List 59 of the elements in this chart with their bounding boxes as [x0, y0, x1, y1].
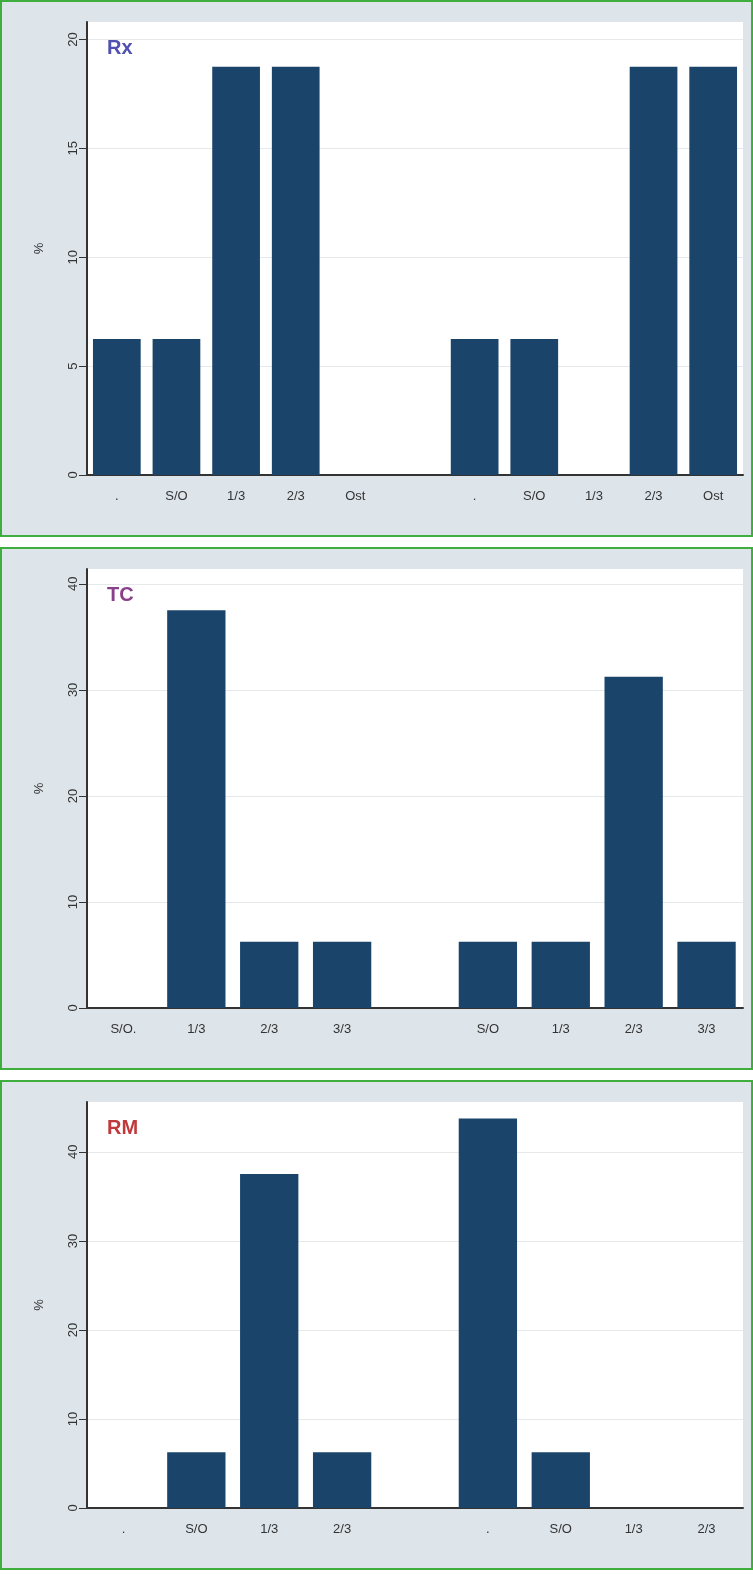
bar [531, 941, 590, 1008]
x-tick-label: S/O [523, 488, 546, 503]
x-tick-label: . [121, 1521, 126, 1536]
y-tick-label: 5 [65, 362, 80, 370]
bar [240, 1174, 299, 1508]
x-tick-label: 3/3 [333, 1021, 352, 1036]
bar [312, 1452, 372, 1508]
bar [677, 941, 736, 1008]
x-tick-label: 2/3 [644, 488, 663, 503]
y-tick-label: 40 [65, 1144, 80, 1160]
x-tick-label: 2/3 [333, 1521, 352, 1536]
y-tick-label: 0 [65, 1504, 80, 1512]
y-tick-label: 30 [65, 682, 80, 698]
y-axis-title: % [31, 242, 46, 255]
y-axis-title: % [31, 1298, 46, 1311]
x-tick-label: 1/3 [260, 1521, 279, 1536]
bar [167, 610, 226, 1008]
x-tick-label: S/O. [110, 1021, 137, 1036]
text: TC [107, 583, 134, 605]
x-tick-label: 1/3 [624, 1521, 643, 1536]
x-tick-label: S/O [476, 1021, 500, 1036]
bar [167, 1452, 226, 1508]
y-tick-label: 40 [65, 576, 80, 592]
bar [312, 941, 372, 1008]
y-axis-title: % [31, 782, 46, 795]
bar [458, 941, 518, 1008]
y-tick-label: 20 [65, 788, 80, 804]
x-tick-label: 1/3 [551, 1021, 570, 1036]
y-tick-label: 20 [65, 32, 80, 47]
text: Rx [107, 36, 133, 58]
x-tick-label: 2/3 [260, 1021, 279, 1036]
bar [604, 676, 663, 1008]
y-tick-label: 30 [65, 1233, 80, 1249]
x-tick-label: 2/3 [286, 488, 305, 503]
x-tick-label: Ost [345, 488, 366, 503]
x-tick-label: . [486, 1521, 490, 1536]
y-tick-label: 10 [65, 894, 80, 910]
bar [458, 1118, 518, 1508]
y-tick-label: 0 [65, 1004, 80, 1012]
y-tick-label: 20 [65, 1322, 80, 1338]
bar [531, 1452, 590, 1508]
bar [240, 941, 299, 1008]
x-tick-label: 2/3 [697, 1521, 716, 1536]
text: RM [107, 1116, 139, 1138]
x-tick-label: . [115, 488, 119, 503]
y-tick-label: 15 [65, 141, 80, 156]
x-tick-label: S/O [185, 1521, 208, 1536]
y-tick-label: 10 [65, 1411, 80, 1427]
x-tick-label: 3/3 [697, 1021, 716, 1036]
x-tick-label: S/O [549, 1521, 572, 1536]
x-tick-label: 1/3 [187, 1021, 206, 1036]
x-tick-label: 1/3 [584, 488, 603, 503]
x-tick-label: S/O [165, 488, 188, 503]
y-tick-label: 0 [65, 471, 80, 479]
x-tick-label: 1/3 [227, 488, 246, 503]
x-tick-label: . [472, 488, 477, 503]
x-tick-label: Ost [703, 488, 724, 503]
y-tick-label: 10 [65, 249, 80, 265]
x-tick-label: 2/3 [624, 1021, 643, 1036]
